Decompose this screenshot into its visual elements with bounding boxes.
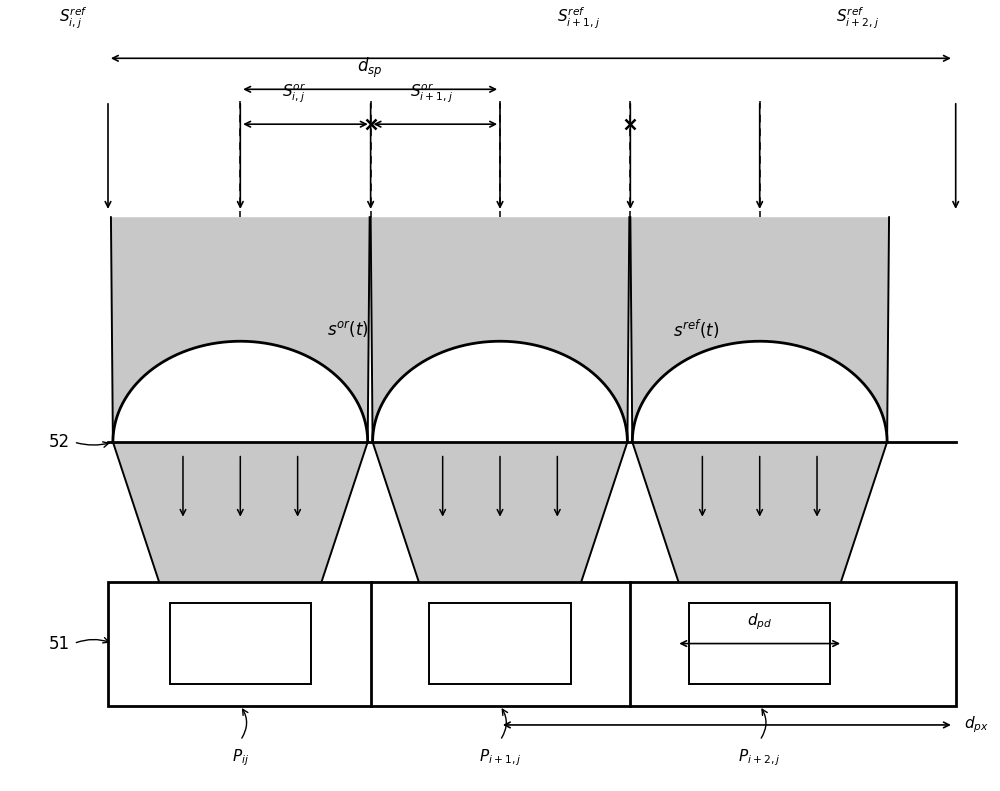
Bar xyxy=(689,604,830,684)
Text: $S_{i+1,j}^{or}$: $S_{i+1,j}^{or}$ xyxy=(410,81,453,104)
Polygon shape xyxy=(632,341,887,442)
Polygon shape xyxy=(632,442,887,581)
Text: $P_{i+2,j}$: $P_{i+2,j}$ xyxy=(738,747,781,767)
Bar xyxy=(108,581,956,706)
Polygon shape xyxy=(113,442,368,581)
Text: $P_{ij}$: $P_{ij}$ xyxy=(232,747,249,767)
Text: $P_{i+1,j}$: $P_{i+1,j}$ xyxy=(479,747,521,767)
Text: $S_{i+2,j}^{ref}$: $S_{i+2,j}^{ref}$ xyxy=(836,6,879,31)
Text: $d_{pd}$: $d_{pd}$ xyxy=(747,611,772,632)
Text: $s^{or}(t)$: $s^{or}(t)$ xyxy=(327,320,369,340)
Text: 52: 52 xyxy=(49,433,70,451)
Text: $d_{sp}$: $d_{sp}$ xyxy=(357,56,383,80)
Bar xyxy=(429,604,571,684)
Polygon shape xyxy=(630,218,889,442)
Text: $s^{ref}(t)$: $s^{ref}(t)$ xyxy=(673,318,719,341)
Text: $S_{i,j}^{ref}$: $S_{i,j}^{ref}$ xyxy=(59,6,88,31)
Text: $S_{i,j}^{or}$: $S_{i,j}^{or}$ xyxy=(282,81,306,104)
Text: $d_{px}$: $d_{px}$ xyxy=(964,714,988,736)
Bar xyxy=(108,218,956,581)
Polygon shape xyxy=(373,341,627,442)
Polygon shape xyxy=(373,442,627,581)
Polygon shape xyxy=(113,341,368,442)
Polygon shape xyxy=(108,218,956,581)
Bar xyxy=(170,604,311,684)
Polygon shape xyxy=(111,218,370,442)
Text: 51: 51 xyxy=(49,634,70,653)
Polygon shape xyxy=(371,218,629,442)
Text: $S_{i+1,j}^{ref}$: $S_{i+1,j}^{ref}$ xyxy=(557,6,600,31)
